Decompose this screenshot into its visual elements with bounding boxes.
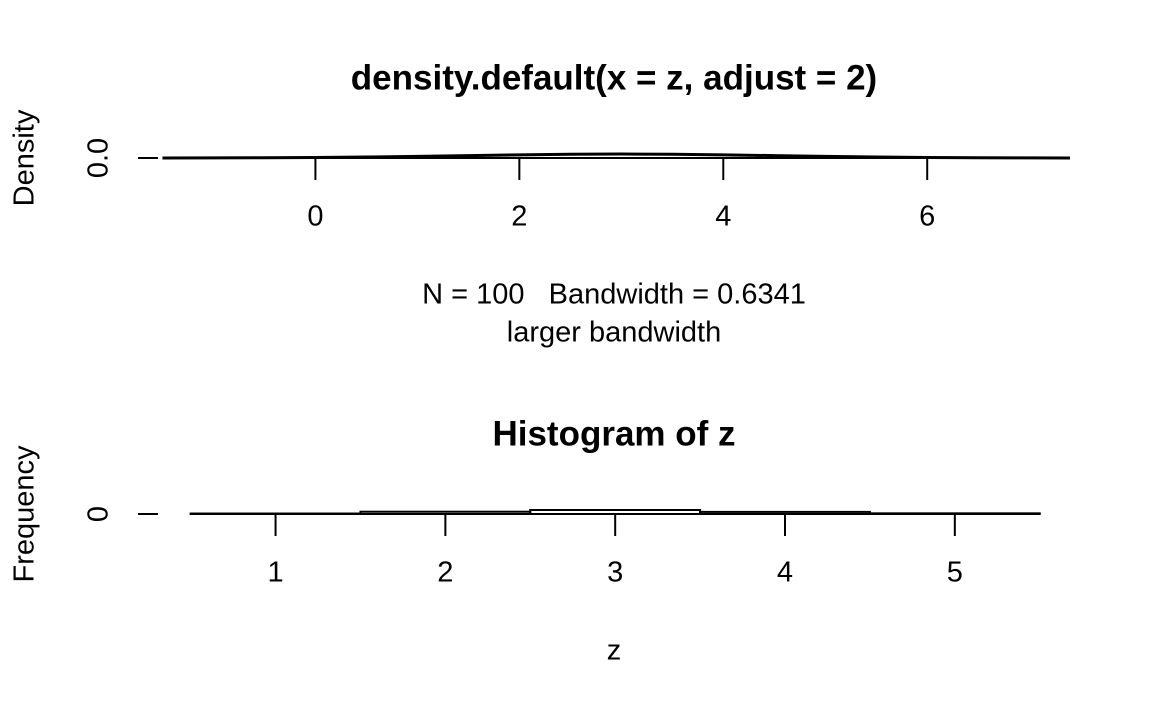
- y-axis-label: Frequency: [9, 445, 41, 583]
- y-tick-label: 0: [83, 506, 115, 522]
- x-axis-label: z: [607, 635, 622, 667]
- x-tick-label: 5: [947, 557, 963, 589]
- x-tick-label: 4: [777, 557, 793, 589]
- histogram-bar: [699, 510, 871, 515]
- x-tick-label: 4: [715, 201, 731, 233]
- histogram-bar: [868, 512, 1041, 515]
- histogram-bar: [359, 510, 532, 516]
- x-tick-label: 2: [511, 201, 527, 233]
- x-axis-label: N = 100 Bandwidth = 0.6341: [422, 279, 806, 311]
- x-tick-label: 6: [919, 201, 935, 233]
- chart-title: Histogram of z: [492, 414, 735, 453]
- density-line: [162, 152, 1070, 160]
- y-axis-label: Density: [9, 109, 41, 206]
- x-tick-label: 0: [307, 201, 323, 233]
- histogram-bar: [529, 509, 702, 515]
- x-tick-label: 2: [437, 557, 453, 589]
- x-tick-label: 3: [607, 557, 623, 589]
- chart-title: density.default(x = z, adjust = 2): [351, 58, 877, 97]
- subtitle: larger bandwidth: [507, 317, 721, 349]
- y-tick-label: 0.0: [83, 138, 115, 178]
- x-tick-label: 1: [267, 557, 283, 589]
